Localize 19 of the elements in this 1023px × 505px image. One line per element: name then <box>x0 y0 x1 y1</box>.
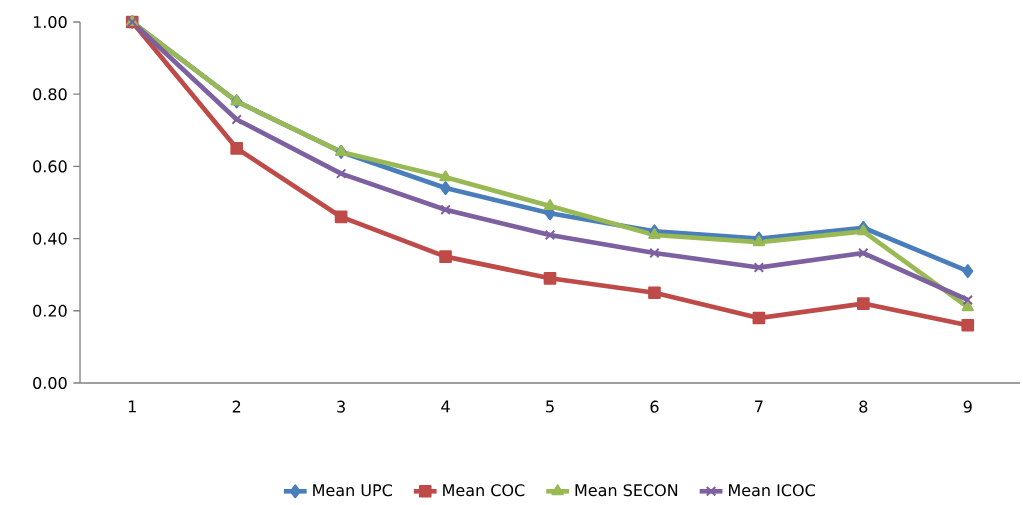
x-tick-label: 9 <box>963 400 972 413</box>
legend-label: Mean SECON <box>575 484 678 497</box>
x-tick-label: 8 <box>859 400 868 413</box>
x-tick-label: 7 <box>755 400 763 413</box>
y-tick-label: 0.20 <box>33 304 67 317</box>
x-tick-label: 1 <box>128 400 136 413</box>
y-tick-label: 0.00 <box>33 376 67 390</box>
legend-label: Mean COC <box>443 484 525 497</box>
y-tick-label: 0.80 <box>33 88 67 101</box>
y-tick-label: 1.00 <box>33 15 67 29</box>
y-tick-label: 0.60 <box>33 160 67 173</box>
x-tick-label: 5 <box>546 400 554 413</box>
y-tick-label: 0.40 <box>33 232 67 245</box>
x-tick-label: 3 <box>337 400 345 413</box>
x-tick-label: 4 <box>441 400 450 413</box>
legend-label: Mean ICOC <box>729 484 815 497</box>
legend-label: Mean UPC <box>313 484 392 497</box>
x-tick-label: 6 <box>650 400 659 413</box>
x-tick-label: 2 <box>232 400 241 413</box>
